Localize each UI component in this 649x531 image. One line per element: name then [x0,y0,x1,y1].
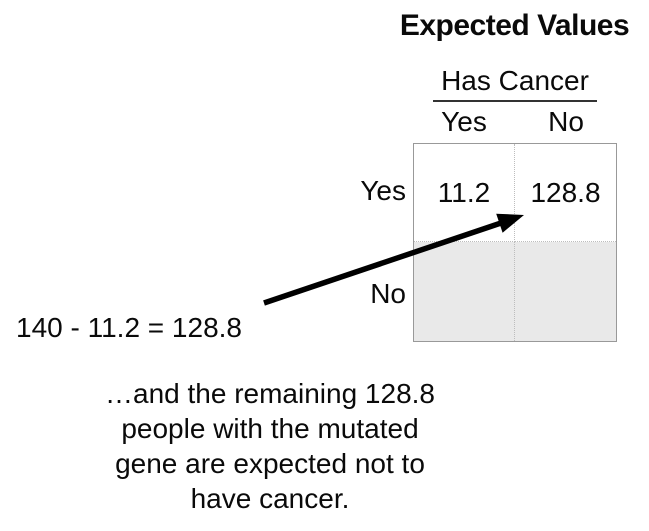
caption-line-2: people with the mutated [121,413,419,444]
cell-yes-yes: 11.2 [414,144,515,242]
column-header-yes: Yes [441,106,487,137]
column-header-no: No [548,106,584,137]
group-header-label: Has Cancer [433,65,597,102]
row-header-yes: Yes [360,175,406,206]
caption: …and the remaining 128.8 people with the… [25,376,515,516]
caption-line-1: …and the remaining 128.8 [105,378,435,409]
row-header-no: No [370,278,406,309]
cell-no-no [515,242,616,341]
cell-yes-no: 128.8 [515,144,616,242]
cell-no-yes [414,242,515,341]
caption-line-4: have cancer. [190,483,350,514]
expected-values-table: 11.2 128.8 [413,143,617,342]
equation-label: 140 - 11.2 = 128.8 [16,312,242,343]
table-group-header: Has Cancer [413,65,617,102]
caption-line-3: gene are expected not to [115,448,425,479]
diagram-title: Expected Values [399,9,630,42]
